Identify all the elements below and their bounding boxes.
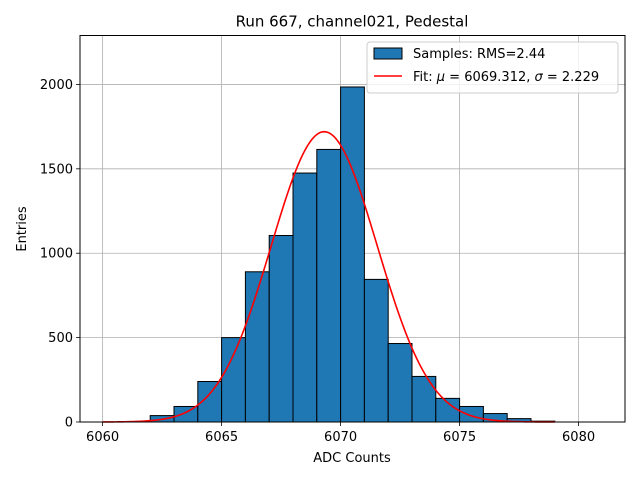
histogram-bar	[459, 405, 484, 423]
histogram-bar	[173, 405, 199, 423]
legend-histogram-swatch	[373, 47, 403, 60]
histogram-bar	[363, 278, 389, 423]
y-tick-label: 2000	[40, 78, 73, 93]
x-tick-label: 6060	[86, 430, 119, 445]
x-axis-label: ADC Counts	[313, 451, 391, 466]
histogram-bar	[244, 271, 270, 423]
histogram-bar	[387, 343, 413, 423]
histogram-bar	[221, 337, 246, 423]
x-tick-label: 6080	[562, 430, 595, 445]
y-tick-label: 1000	[40, 247, 73, 262]
x-tick-label: 6070	[324, 430, 357, 445]
x-axis: 6060 6065 6070 6075 6080	[86, 422, 595, 445]
histogram-bar	[340, 86, 365, 423]
y-axis-label: Entries	[15, 206, 30, 252]
plot-frame	[79, 35, 626, 423]
fit-curve	[102, 130, 555, 423]
y-axis: 0 500 1000 1500 2000	[40, 78, 80, 431]
legend: Samples: RMS=2.44 Fit: μ = 6069.312, σ =…	[366, 41, 619, 94]
legend-box	[366, 41, 619, 94]
y-tick-label: 1500	[40, 162, 73, 177]
legend-fit-label: Fit: μ = 6069.312, σ = 2.229	[413, 70, 599, 85]
y-tick-label: 0	[65, 416, 73, 431]
chart-title: Run 667, channel021, Pedestal	[236, 13, 469, 31]
x-tick-label: 6065	[205, 430, 238, 445]
histogram-bar	[268, 235, 294, 423]
x-tick-label: 6075	[443, 430, 476, 445]
histogram-bars	[125, 86, 556, 423]
histogram-bar	[411, 375, 437, 423]
legend-histogram-label: Samples: RMS=2.44	[413, 47, 545, 62]
fit-curve-group	[102, 130, 555, 423]
histogram-bar	[316, 148, 342, 423]
histogram-bar	[292, 172, 318, 423]
y-tick-label: 500	[48, 331, 73, 346]
